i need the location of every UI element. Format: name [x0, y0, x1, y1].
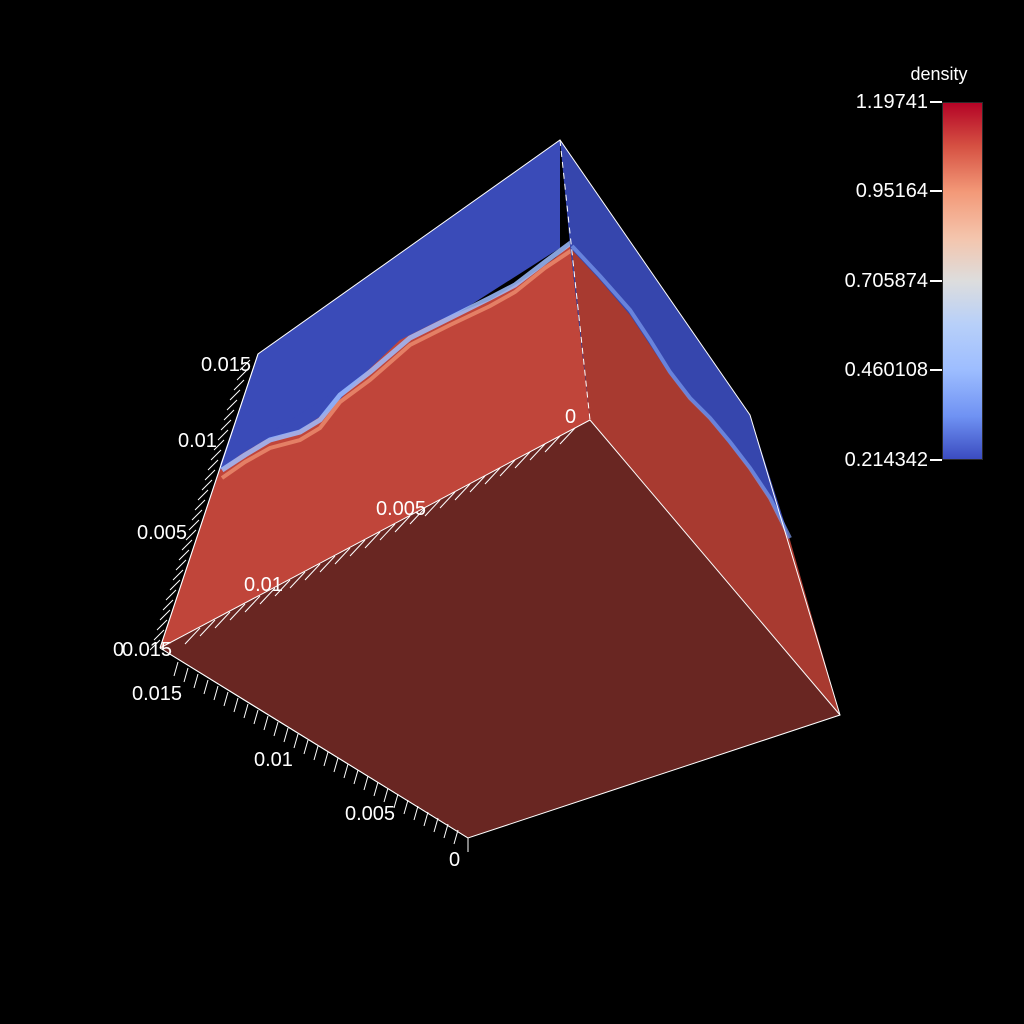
- legend-tick-label-max: 1.19741: [855, 91, 928, 113]
- bottom-axis-label-0015: 0.015: [132, 683, 182, 705]
- color-bar: [942, 102, 983, 460]
- depth-axis-label-0005: 0.005: [376, 498, 426, 520]
- legend-tick-mark: [930, 459, 942, 461]
- vertical-axis-label-0: 0: [113, 639, 124, 661]
- bottom-axis-label-0: 0: [449, 849, 460, 871]
- edge-front-vertical: [159, 647, 469, 839]
- legend-tick-label-2: 0.95164: [855, 180, 928, 202]
- vertical-axis-label-0005: 0.005: [137, 522, 187, 544]
- interface-highlight-left: [220, 239, 574, 473]
- right-face-red: [572, 250, 840, 715]
- edge-hidden: [559, 139, 591, 421]
- legend-tick-mark: [930, 101, 942, 103]
- vertical-axis: [149, 353, 259, 651]
- vertical-axis-label-001: 0.01: [178, 430, 217, 452]
- bottom-axis: [173, 661, 469, 852]
- edge-front-left: [159, 419, 591, 649]
- left-face-red: [160, 245, 590, 648]
- depth-axis-label-0015: 0.015: [122, 639, 172, 661]
- legend-tick-label-3: 0.705874: [844, 270, 928, 292]
- legend-tick-label-4: 0.460108: [844, 359, 928, 381]
- bottom-face: [160, 420, 840, 838]
- depth-axis-label-001: 0.01: [244, 574, 283, 596]
- bottom-axis-label-0005: 0.005: [345, 803, 395, 825]
- depth-axis-label-0: 0: [565, 406, 576, 428]
- bottom-axis-label-001: 0.01: [254, 749, 293, 771]
- edge-front-right: [589, 419, 841, 716]
- vertical-axis-label-0015: 0.015: [201, 354, 251, 376]
- legend-tick-mark: [930, 280, 942, 282]
- depth-axis: [184, 427, 576, 645]
- legend-tick-label-min: 0.214342: [844, 449, 928, 471]
- volume-cube: [159, 139, 841, 839]
- legend-tick-mark: [930, 369, 942, 371]
- right-face-blue: [560, 140, 790, 540]
- left-face-upper-blue: [220, 140, 560, 465]
- interface-highlight-left-warm: [220, 248, 574, 480]
- legend-tick-mark: [930, 190, 942, 192]
- interface-highlight-right: [570, 244, 792, 539]
- legend-title: density: [910, 64, 968, 84]
